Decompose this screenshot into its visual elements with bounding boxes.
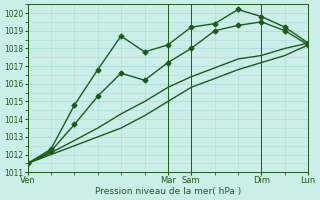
X-axis label: Pression niveau de la mer( hPa ): Pression niveau de la mer( hPa ): [95, 187, 241, 196]
